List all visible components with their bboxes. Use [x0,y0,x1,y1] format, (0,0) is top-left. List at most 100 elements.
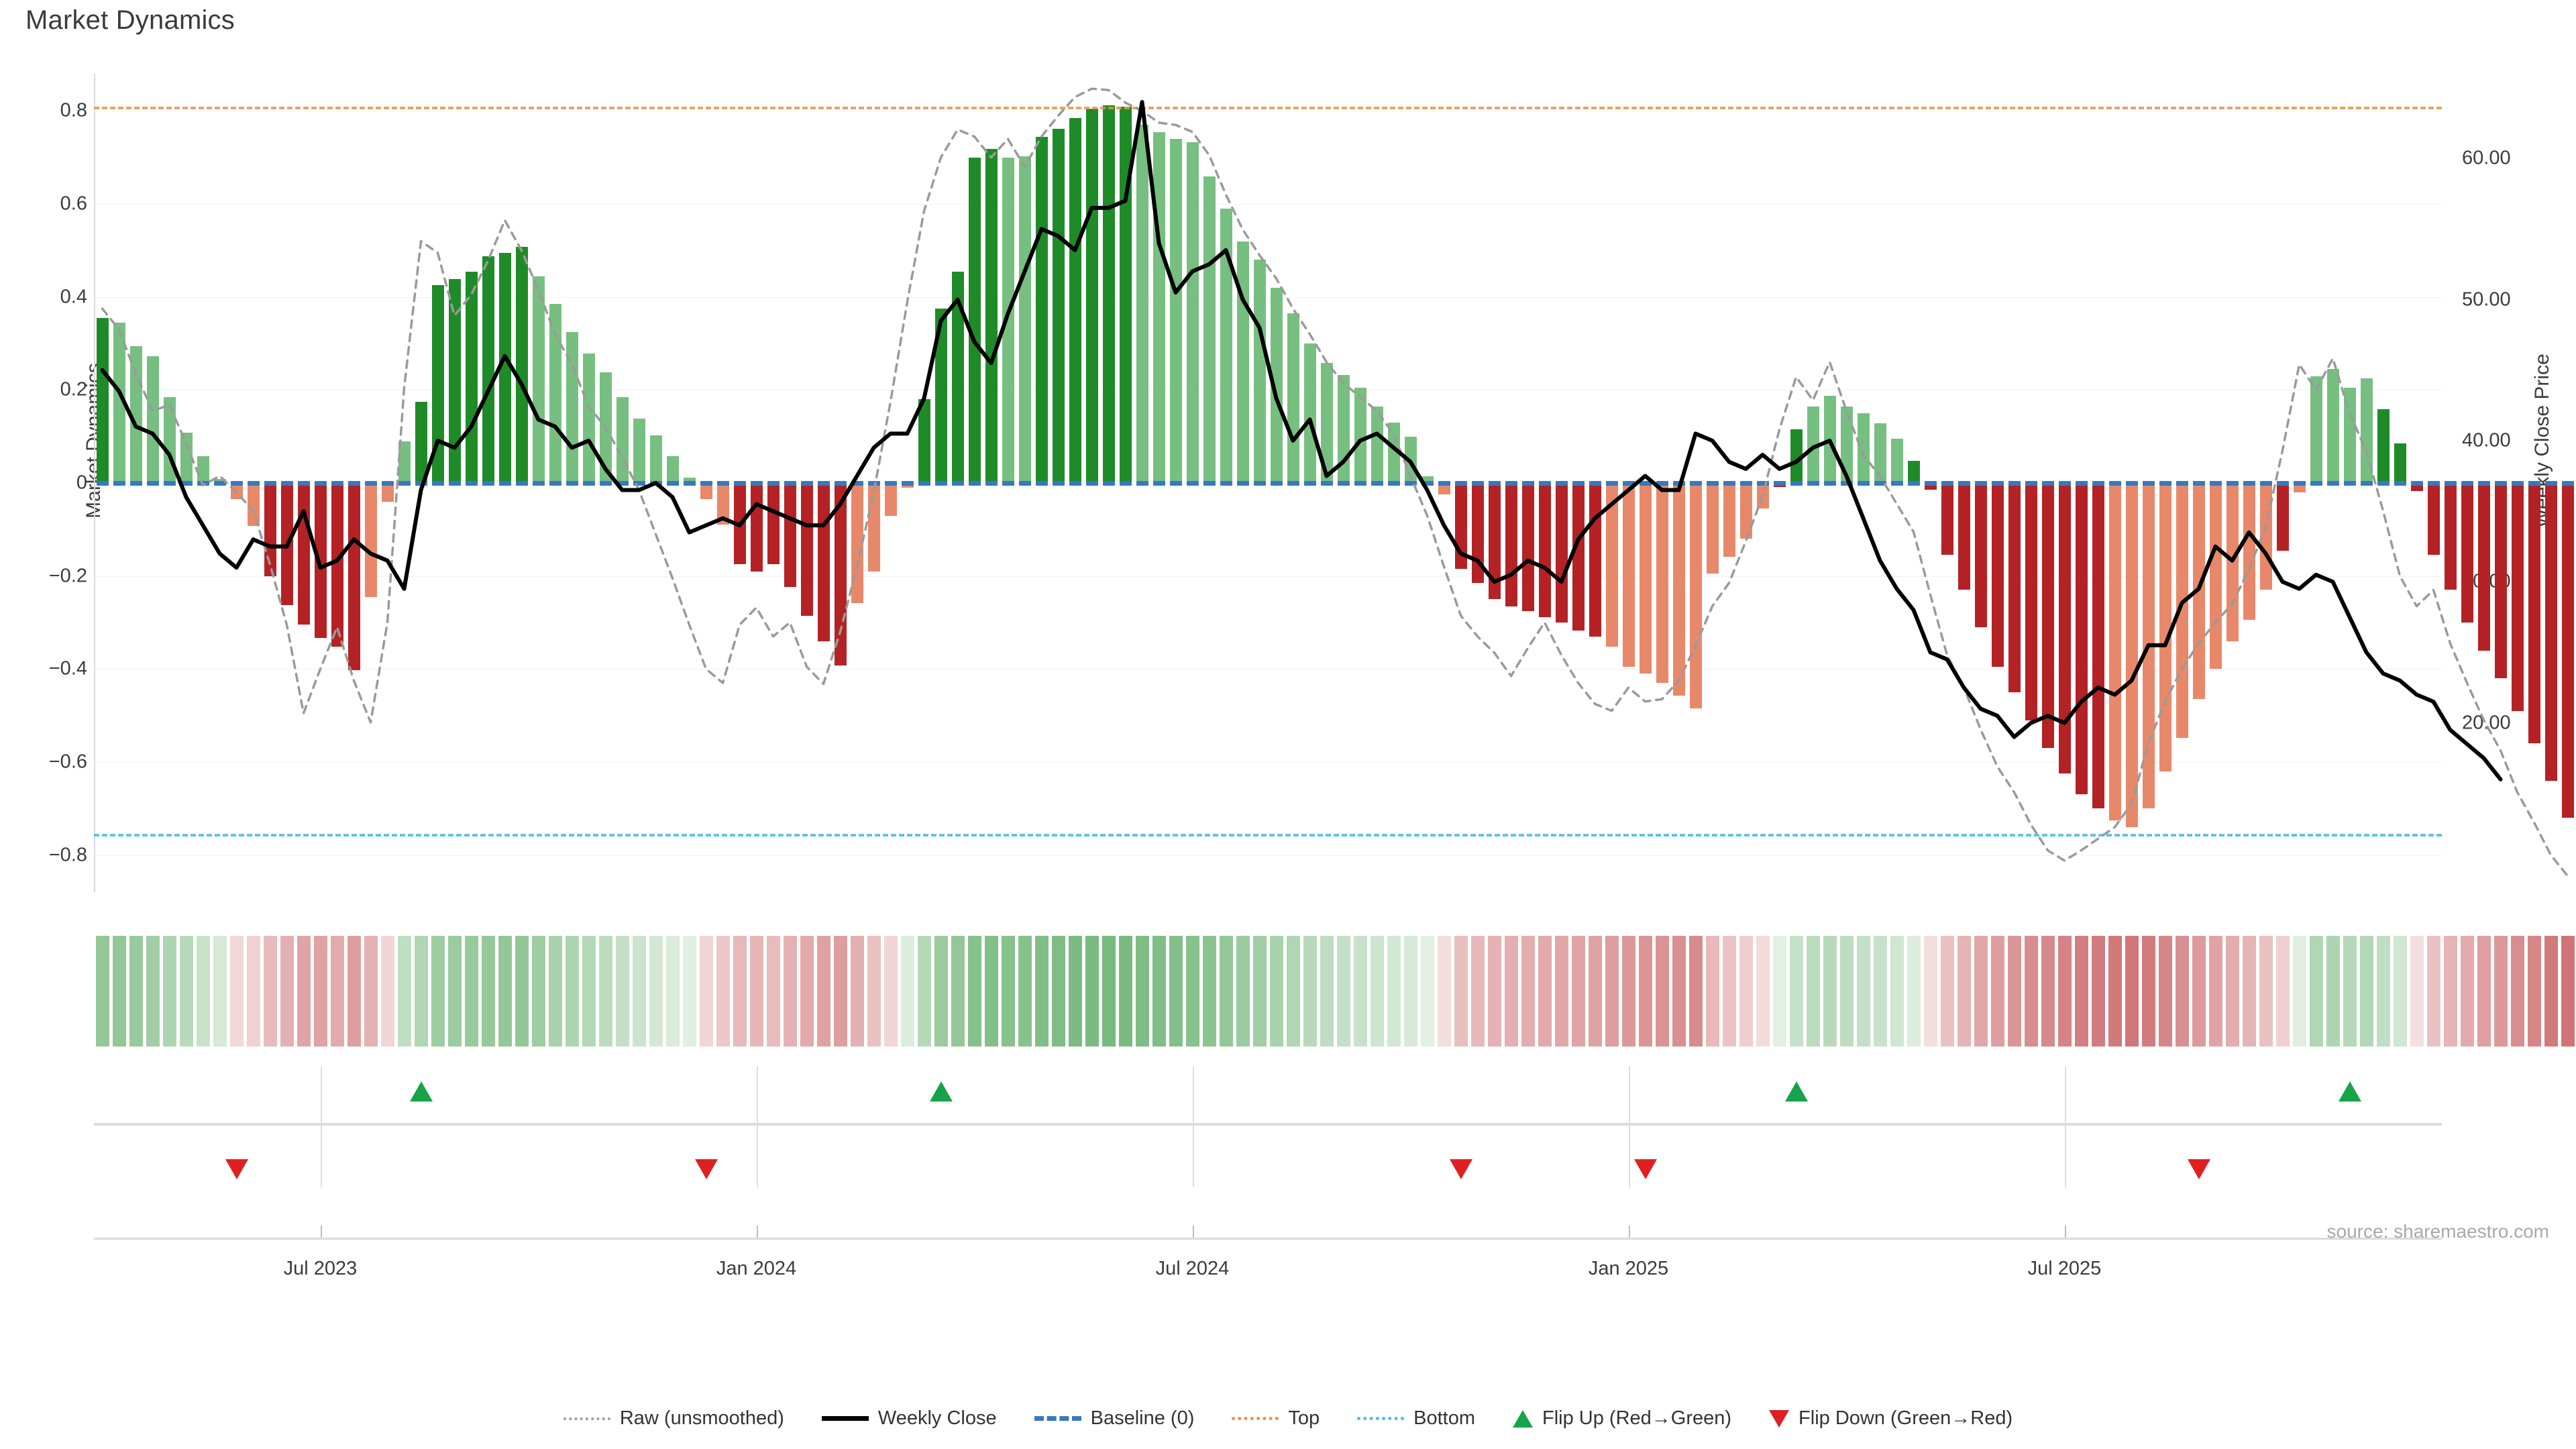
baseline-segment [431,481,444,486]
heatmap-cell [2125,936,2139,1046]
baseline-segment [247,481,260,486]
baseline-segment [784,481,796,486]
bar [2444,483,2457,590]
bar [1605,483,1618,647]
bar [784,483,796,587]
heatmap-cell [1990,936,2004,1046]
bar [2159,483,2171,771]
baseline-segment [1236,481,1249,486]
heatmap-cell [984,936,998,1046]
baseline-segment [1974,481,1987,486]
baseline-segment [146,481,159,486]
bar [448,279,461,483]
baseline-segment [750,481,763,486]
heatmap-cell [263,936,277,1046]
bar [482,256,494,483]
baseline-segment [1488,481,1501,486]
baseline-segment [1253,481,1266,486]
legend-label: Top [1288,1407,1320,1429]
gridline [94,297,2442,298]
baseline-segment [1656,481,1668,486]
baseline-segment [767,481,780,486]
baseline-segment [800,481,813,486]
legend-item[interactable]: Flip Up (Red→Green) [1513,1407,1731,1430]
legend-item[interactable]: Flip Down (Green→Red) [1769,1407,2012,1430]
x-axis-tick-mark [1192,1226,1194,1238]
bar [415,401,427,483]
bar [314,483,327,638]
heatmap-cell [2024,936,2038,1046]
heatmap-cell [112,936,126,1046]
bar [2108,483,2121,820]
y-axis-right-tick-label: 60.00 [2462,147,2511,169]
baseline-segment [1085,481,1098,486]
baseline-segment [1035,481,1048,486]
heatmap-cell [649,936,663,1046]
baseline-segment [2477,481,2490,486]
heatmap-cell [380,936,394,1046]
bar [1924,483,1937,490]
bar [867,483,880,572]
dotted-orange-line-icon [1232,1417,1279,1420]
bar [1974,483,1987,627]
legend-item[interactable]: Raw (unsmoothed) [563,1407,784,1430]
gridline [94,855,2442,856]
heatmap-cell [1839,936,1854,1046]
heatmap-cell [1303,936,1317,1046]
legend-item[interactable]: Baseline (0) [1034,1407,1194,1430]
x-tick-guide [1192,1067,1194,1187]
heatmap-cell [1269,936,1283,1046]
heatmap-cell [431,936,445,1046]
heatmap-cell [816,936,830,1046]
bar [884,483,897,516]
bar [1069,117,1081,483]
heatmap-cell [1068,936,1082,1046]
bar [347,483,360,671]
baseline-segment [918,481,930,486]
legend-item[interactable]: Top [1232,1407,1320,1430]
bar [985,149,998,483]
legend-item[interactable]: Weekly Close [821,1407,997,1430]
baseline-segment [213,481,226,486]
baseline-segment [1102,481,1115,486]
heatmap-cell [2443,936,2457,1046]
baseline-segment [532,481,545,486]
bar [1555,483,1568,623]
heatmap-cell [2410,936,2424,1046]
heatmap-cell [162,936,176,1046]
heatmap-cell [1353,936,1367,1046]
heatmap-cell [330,936,344,1046]
bar [1169,139,1182,483]
bar [1790,429,1803,483]
baseline-segment [2343,481,2356,486]
legend-item[interactable]: Bottom [1357,1407,1475,1430]
bar [1253,260,1266,483]
baseline-segment [1723,481,1735,486]
heatmap-cell [699,936,713,1046]
bar [2025,483,2037,720]
baseline-segment [968,481,981,486]
heatmap-cell [2309,936,2323,1046]
bar [146,356,159,483]
baseline-segment [1438,481,1450,486]
bar [2343,387,2356,483]
x-tick-guide [756,1067,758,1187]
heatmap-cell [2074,936,2088,1046]
weekly-close-line [100,100,2503,782]
heatmap-cell [665,936,680,1046]
heatmap-cell [2460,936,2474,1046]
bar [1656,483,1668,684]
baseline-segment [2544,481,2557,486]
baseline-segment [364,481,377,486]
main-plot-area: 0.8 0.6 0.4 0.2 0 −0.2 −0.4 −0.6 −0.8 60.00 50.00… [49,74,2574,892]
heatmap-cell [364,936,378,1046]
baseline-segment [2326,481,2339,486]
heatmap-cell [2561,936,2575,1046]
baseline-segment [1337,481,1350,486]
heatmap-cell [2493,936,2508,1046]
bar [2243,483,2255,621]
green-up-triangle-icon [1513,1409,1533,1428]
baseline-segment [314,481,327,486]
heatmap-cell [1688,936,1703,1046]
baseline-segment [1454,481,1467,486]
